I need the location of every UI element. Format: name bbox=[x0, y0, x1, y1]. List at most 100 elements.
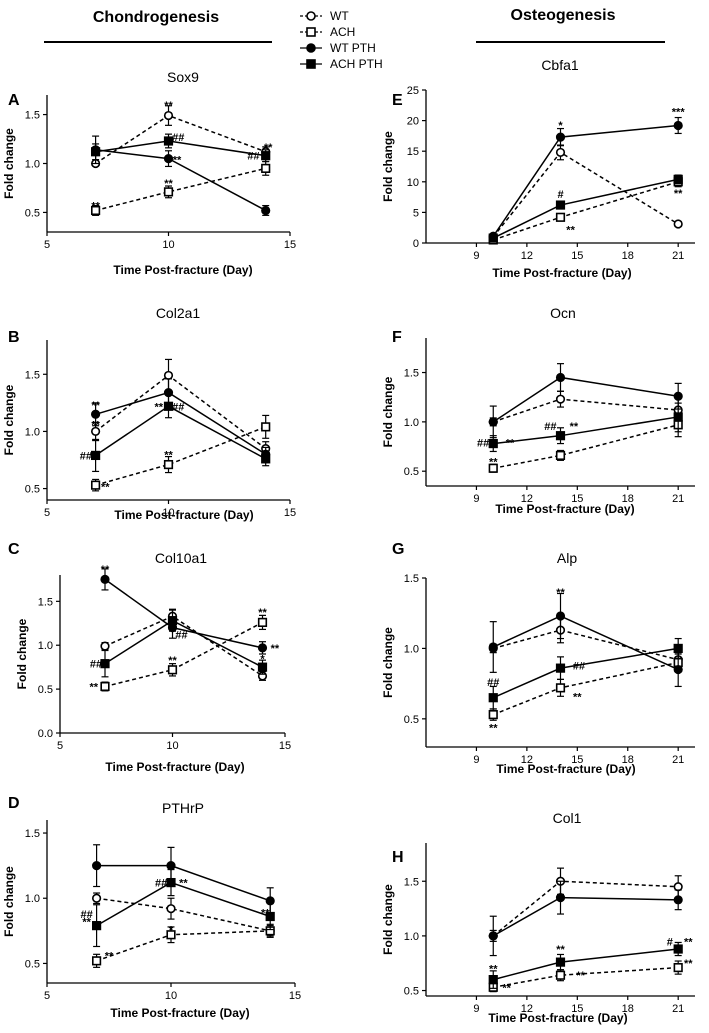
panel-g: G Alp 0.5 1.0 1.5 9 12 15 18 21 Time Post-fracture… bbox=[381, 541, 695, 776]
series-line-wt bbox=[493, 398, 679, 423]
point-wt-pth bbox=[261, 205, 271, 216]
point-ach-pth bbox=[163, 136, 174, 146]
point-ach-pth bbox=[555, 431, 566, 441]
significance-label: ** bbox=[168, 655, 177, 667]
point-ach bbox=[555, 683, 566, 693]
significance-label: ## bbox=[90, 659, 102, 671]
significance-label: ** bbox=[489, 964, 498, 976]
point-wt-pth bbox=[257, 643, 268, 653]
y-tick-label: 1.5 bbox=[404, 876, 419, 888]
point-wt-pth bbox=[488, 931, 498, 941]
x-axis-label: Time Post-fracture (Day) bbox=[488, 1011, 627, 1025]
panel-title: Col2a1 bbox=[156, 305, 201, 321]
panel-letter: F bbox=[392, 329, 402, 346]
y-tick-label: 1.0 bbox=[404, 931, 419, 943]
x-tick-label: 18 bbox=[622, 493, 634, 505]
significance-label: ## bbox=[175, 630, 187, 642]
y-axis-label: Fold change bbox=[15, 618, 29, 689]
x-tick-label: 21 bbox=[672, 754, 684, 766]
significance-label: ** bbox=[261, 908, 270, 920]
y-tick-label: 1.0 bbox=[38, 640, 53, 652]
point-wt-pth bbox=[673, 120, 683, 131]
panel-letter: E bbox=[392, 92, 403, 109]
significance-label: ## bbox=[172, 132, 184, 144]
significance-label: ** bbox=[506, 438, 515, 450]
point-ach-pth bbox=[166, 877, 176, 888]
panel-title: Cbfa1 bbox=[541, 57, 579, 73]
panel-f: F Ocn 0.5 1.0 1.5 9 12 15 18 21 Time Post-fracture… bbox=[381, 305, 695, 516]
point-ach-pth bbox=[163, 401, 174, 411]
series-line-ach-pth bbox=[104, 619, 263, 668]
panel-b: B Col2a1 0.5 1.0 1.5 5 10 15 Time Post-fracture … bbox=[2, 305, 296, 522]
point-ach bbox=[488, 463, 498, 473]
y-tick-label: 15 bbox=[407, 146, 419, 158]
point-ach-pth bbox=[673, 944, 683, 954]
significance-label: ** bbox=[164, 178, 173, 190]
series-line-ach-pth bbox=[95, 405, 267, 460]
panel-h: H Col1 0.5 1.0 1.5 9 12 15 18 21 Time Post-fractur… bbox=[381, 810, 695, 1025]
point-wt-pth bbox=[673, 664, 683, 675]
y-tick-label: 0.0 bbox=[38, 728, 53, 740]
significance-label: ** bbox=[105, 951, 114, 963]
point-ach bbox=[555, 212, 566, 222]
significance-label: # bbox=[667, 936, 673, 948]
panel-title: Col1 bbox=[553, 810, 582, 826]
panel-title: Col10a1 bbox=[155, 550, 207, 566]
point-ach bbox=[91, 480, 101, 490]
series-line-wt bbox=[493, 629, 679, 661]
x-tick-label: 5 bbox=[44, 507, 50, 519]
point-ach bbox=[261, 422, 271, 432]
point-ach-pth bbox=[673, 174, 683, 184]
x-tick-label: 15 bbox=[571, 1003, 583, 1015]
point-ach bbox=[163, 459, 174, 470]
y-tick-label: 1.0 bbox=[25, 426, 40, 438]
x-tick-label: 15 bbox=[571, 754, 583, 766]
panel-d: D PTHrP 0.5 1.0 1.5 5 10 15 Time Post-fracture (… bbox=[2, 795, 301, 1020]
significance-label: ** bbox=[164, 449, 173, 461]
x-tick-label: 15 bbox=[279, 740, 291, 752]
series-line-ach bbox=[493, 966, 679, 988]
y-tick-label: 1.5 bbox=[38, 596, 53, 608]
point-wt bbox=[100, 641, 110, 651]
legend-label: ACH bbox=[330, 25, 355, 39]
y-tick-label: 1.0 bbox=[404, 643, 419, 655]
legend-label: WT PTH bbox=[330, 41, 376, 55]
point-ach-pth bbox=[488, 975, 498, 985]
x-tick-label: 9 bbox=[473, 493, 479, 505]
point-wt bbox=[163, 370, 174, 381]
point-ach-pth bbox=[91, 450, 101, 461]
point-ach bbox=[100, 681, 110, 692]
panel-c: C Col10a1 0.0 0.5 1.0 1.5 5 10 15 Time Post-fract… bbox=[8, 541, 291, 774]
point-wt-pth bbox=[488, 642, 498, 652]
x-tick-label: 10 bbox=[162, 239, 174, 251]
significance-label: ** bbox=[91, 201, 100, 213]
point-ach bbox=[167, 665, 178, 675]
x-tick-label: 9 bbox=[473, 754, 479, 766]
significance-label: ## bbox=[80, 450, 92, 462]
panel-letter: C bbox=[8, 541, 20, 558]
series-line-wt-pth bbox=[492, 896, 679, 937]
point-wt-pth bbox=[555, 132, 566, 142]
series-line-ach bbox=[493, 181, 679, 241]
series-line-wt-pth bbox=[492, 615, 679, 671]
header-osteogenesis: Osteogenesis bbox=[511, 7, 616, 24]
point-ach-pth bbox=[257, 662, 268, 672]
y-tick-label: 0.5 bbox=[404, 986, 419, 998]
y-tick-label: 1.5 bbox=[25, 110, 40, 122]
y-tick-label: 10 bbox=[407, 177, 419, 189]
point-ach-pth bbox=[261, 454, 271, 464]
series-line-ach bbox=[104, 621, 263, 688]
y-tick-label: 0.5 bbox=[38, 684, 53, 696]
series-line-ach bbox=[95, 167, 266, 212]
point-wt-pth bbox=[488, 417, 498, 427]
significance-label: ## bbox=[155, 878, 167, 890]
legend: WT ACH WT PTH ACH PTH bbox=[300, 9, 383, 71]
panel-letter: A bbox=[8, 92, 20, 109]
significance-label: ** bbox=[489, 456, 498, 468]
y-axis-label: Fold change bbox=[381, 131, 395, 202]
x-axis-label: Time Post-fracture (Day) bbox=[496, 762, 635, 776]
significance-label: ## bbox=[477, 438, 489, 450]
x-axis-label: Time Post-fracture (Day) bbox=[110, 1006, 249, 1020]
x-tick-label: 10 bbox=[166, 740, 178, 752]
